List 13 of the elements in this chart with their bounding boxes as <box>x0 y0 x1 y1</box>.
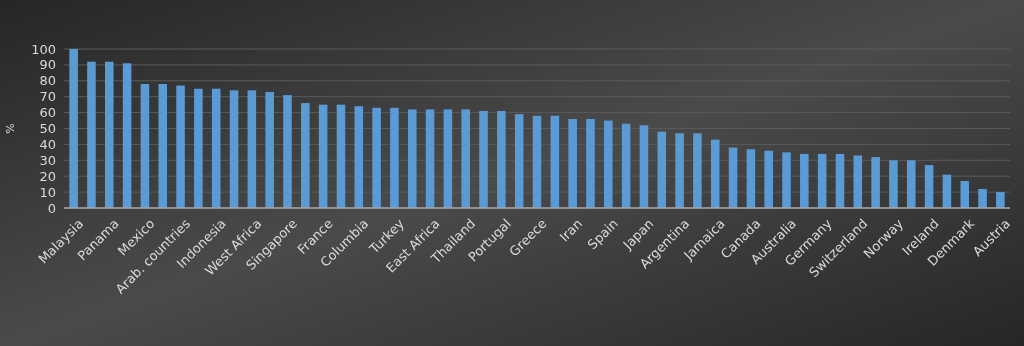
y-tick-label: 20 <box>39 168 56 184</box>
y-tick-label: 100 <box>31 41 56 57</box>
y-tick-label: 90 <box>39 57 56 73</box>
y-tick-label: 80 <box>39 73 56 89</box>
y-tick-label: 70 <box>39 89 56 105</box>
y-axis-title: % <box>4 123 17 134</box>
y-tick-label: 40 <box>39 136 56 152</box>
y-tick-label: 30 <box>39 152 56 168</box>
y-tick-label: 50 <box>39 121 56 137</box>
y-tick-label: 10 <box>39 184 56 200</box>
y-tick-label: 0 <box>47 200 56 216</box>
y-tick-label: 60 <box>39 105 56 121</box>
x-tick-label: Iran <box>556 215 586 245</box>
